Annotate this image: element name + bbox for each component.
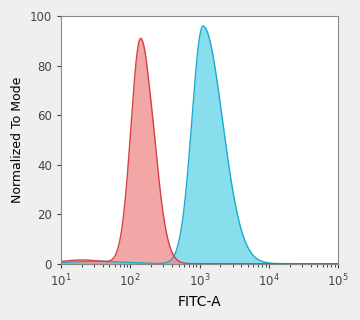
Y-axis label: Normalized To Mode: Normalized To Mode [11,77,24,203]
X-axis label: FITC-A: FITC-A [178,295,221,309]
